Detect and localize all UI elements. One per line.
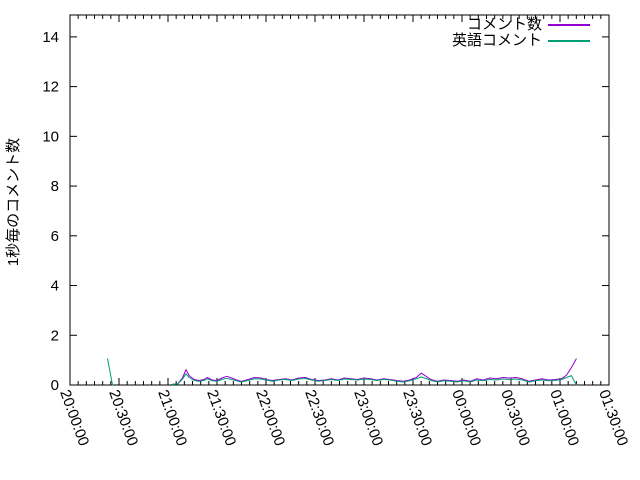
legend-label: コメント数 [466, 16, 542, 33]
y-axis-title: 1秒毎のコメント数 [5, 137, 22, 267]
x-tick-label: 01:30:00 [595, 388, 631, 449]
legend: コメント数 英語コメント [400, 17, 590, 49]
plot-border [69, 14, 610, 386]
x-tick-label: 23:30:00 [399, 388, 435, 449]
y-tick-label: 14 [42, 29, 59, 46]
x-tick-label: 00:00:00 [448, 388, 484, 449]
legend-item: コメント数 [400, 17, 590, 33]
y-tick-label: 6 [51, 228, 59, 245]
x-tick-labels: 20:00:00 20:30:00 21:00:00 21:30:00 22:00:00… [56, 388, 631, 449]
y-tick-label: 8 [51, 178, 59, 195]
x-ticks [69, 15, 610, 385]
y-tick-label: 12 [42, 79, 59, 96]
x-tick-label: 21:30:00 [203, 388, 239, 449]
x-tick-label: 22:00:00 [252, 388, 288, 449]
y-tick-label: 0 [51, 377, 59, 394]
legend-item: 英語コメント [400, 33, 590, 49]
y-ticks [70, 36, 609, 386]
series-line-1 [107, 358, 577, 386]
x-tick-label: 23:00:00 [350, 388, 386, 449]
legend-line-sample [548, 40, 590, 42]
x-tick-label: 01:00:00 [546, 388, 582, 449]
x-tick-label: 20:30:00 [105, 388, 141, 449]
x-tick-label: 20:00:00 [56, 388, 92, 449]
legend-line-sample [548, 24, 590, 26]
y-tick-labels: 0 2 4 6 8 10 12 14 [42, 29, 59, 394]
legend-label: 英語コメント [451, 32, 542, 49]
x-tick-label: 21:00:00 [154, 388, 190, 449]
y-tick-label: 10 [42, 128, 59, 145]
x-tick-label: 00:30:00 [497, 388, 533, 449]
x-tick-label: 22:30:00 [301, 388, 337, 449]
y-tick-label: 4 [51, 278, 59, 295]
y-tick-label: 2 [51, 327, 59, 344]
series-line-0 [170, 358, 577, 385]
